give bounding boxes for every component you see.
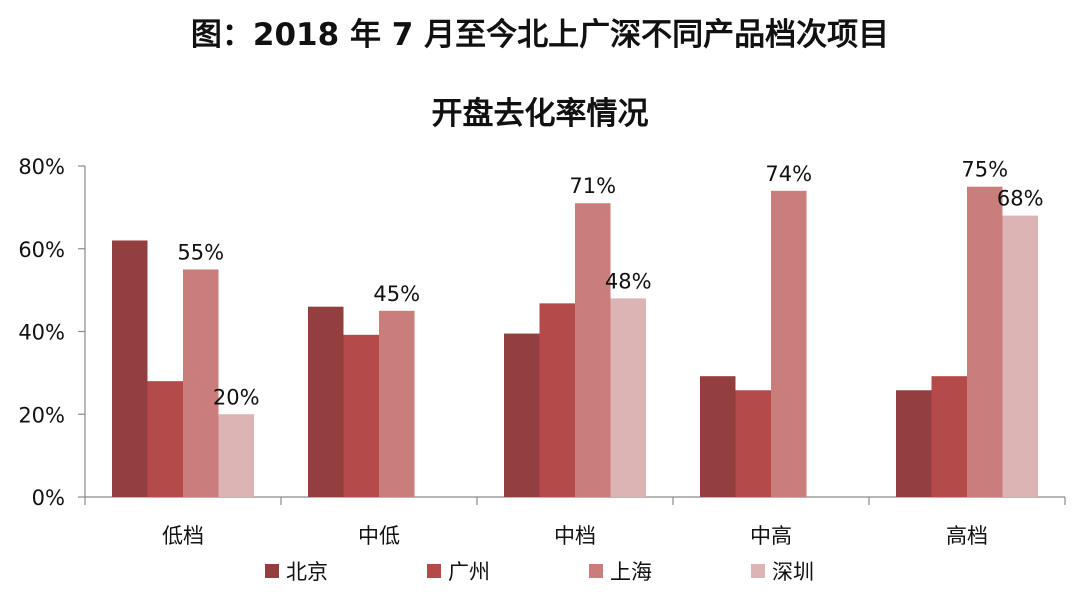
- bar-深圳-低档: [218, 414, 254, 497]
- bar-北京-低档: [112, 240, 148, 497]
- bar-北京-中高: [700, 376, 736, 497]
- bar-广州-低档: [147, 381, 183, 497]
- bar-广州-高档: [931, 376, 967, 497]
- bar-北京-中档: [504, 333, 540, 497]
- x-category-label: 中高: [750, 524, 792, 548]
- legend-label: 广州: [448, 560, 490, 584]
- y-tick-label: 60%: [18, 238, 65, 262]
- bar-广州-中高: [735, 390, 771, 497]
- bar-广州-中档: [539, 303, 575, 497]
- y-tick-label: 80%: [18, 155, 65, 179]
- legend-swatch: [427, 564, 441, 578]
- bar-上海-中档: [575, 203, 611, 498]
- y-tick-label: 0%: [32, 486, 65, 510]
- chart-title-line-1: 图：2018 年 7 月至今北上广深不同产品档次项目: [191, 17, 889, 53]
- data-label: 68%: [997, 187, 1044, 211]
- data-label: 48%: [605, 269, 652, 293]
- x-category-label: 高档: [946, 524, 988, 548]
- legend-swatch: [589, 564, 603, 578]
- bar-广州-中低: [343, 334, 379, 497]
- legend-label: 北京: [286, 560, 328, 584]
- bar-北京-中低: [308, 306, 344, 497]
- plot-area: 0% 20% 40% 60% 80% 低档 中低 中档 中高 高档 55% 20% 45% 71% 48% 7…: [18, 155, 1066, 548]
- data-label: 20%: [213, 385, 260, 409]
- bar-上海-中高: [771, 190, 807, 497]
- bar-深圳-高档: [1002, 215, 1038, 497]
- legend: 北京 广州 上海 深圳: [265, 560, 814, 584]
- bar-上海-低档: [183, 269, 219, 497]
- y-tick-label: 40%: [18, 321, 65, 345]
- bar-上海-中低: [379, 310, 415, 497]
- bar-上海-高档: [967, 186, 1003, 497]
- legend-swatch: [265, 564, 279, 578]
- x-category-label: 低档: [162, 524, 204, 548]
- data-label: 55%: [177, 240, 224, 264]
- legend-label: 上海: [610, 560, 652, 584]
- data-label: 71%: [569, 174, 616, 198]
- data-label: 45%: [373, 282, 420, 306]
- legend-swatch: [751, 564, 765, 578]
- bar-深圳-中档: [610, 298, 646, 497]
- y-tick-label: 20%: [18, 403, 65, 427]
- x-category-label: 中档: [554, 524, 596, 548]
- bar-北京-高档: [896, 390, 932, 497]
- x-category-label: 中低: [358, 524, 400, 548]
- data-label: 75%: [961, 158, 1008, 182]
- data-label: 74%: [765, 162, 812, 186]
- legend-label: 深圳: [772, 560, 814, 584]
- chart-title-line-2: 开盘去化率情况: [432, 96, 649, 132]
